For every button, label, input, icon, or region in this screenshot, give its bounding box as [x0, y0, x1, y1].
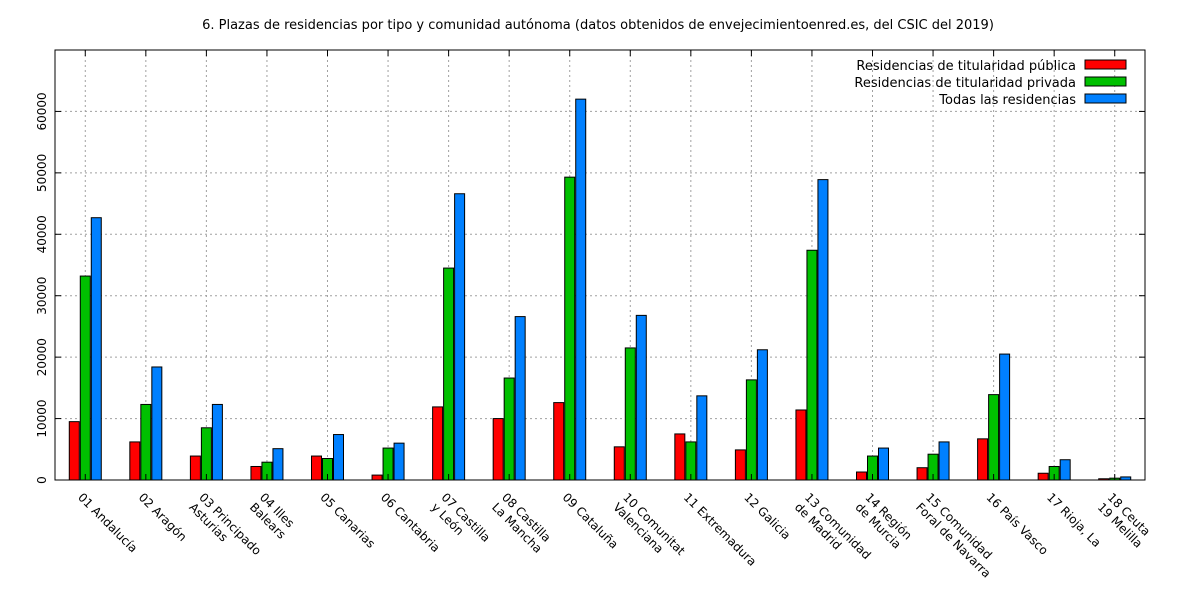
- x-tick-label: 04 IllesBalears: [247, 490, 299, 542]
- bar: [756, 349, 768, 481]
- x-tick-label: 02 Aragón: [136, 490, 190, 544]
- legend-label: Residencias de titularidad privada: [854, 76, 1076, 91]
- bar: [878, 447, 889, 481]
- bar: [734, 449, 746, 481]
- legend-swatch: [1084, 59, 1127, 70]
- bar: [856, 471, 867, 481]
- bar: [795, 409, 807, 481]
- bar: [916, 467, 928, 481]
- bar: [250, 465, 262, 481]
- bar: [806, 249, 818, 481]
- bar: [129, 441, 141, 481]
- x-tick-label-line: 01 Andalucía: [75, 490, 140, 555]
- y-tick-label: 10000: [35, 399, 49, 437]
- bar: [371, 474, 383, 481]
- x-tick-label: 09 Cataluña: [560, 490, 621, 551]
- x-tick-label-line: 09 Cataluña: [560, 490, 621, 551]
- x-tick-label-line: 17 Rioja, La: [1044, 490, 1104, 550]
- x-tick-label: 06 Cantabria: [378, 490, 443, 555]
- bar: [514, 316, 526, 481]
- bar: [189, 455, 201, 481]
- bar: [999, 353, 1011, 481]
- x-tick-label: 01 Andalucía: [75, 490, 140, 555]
- bar: [393, 442, 405, 481]
- plot-frame: [54, 49, 1146, 481]
- bar: [938, 441, 950, 481]
- bar: [613, 446, 625, 481]
- bar: [564, 176, 576, 481]
- bar: [503, 377, 515, 481]
- legend: Residencias de titularidad pública Reside…: [854, 59, 1127, 108]
- y-tick-label: 0: [35, 476, 49, 484]
- bar: [817, 179, 829, 481]
- bar: [311, 455, 322, 481]
- bar: [443, 267, 455, 481]
- x-tick-label: 12 Galicia: [741, 490, 793, 542]
- bar: [151, 366, 163, 481]
- legend-swatch: [1084, 93, 1127, 104]
- bar: [635, 314, 647, 481]
- x-tick-label: 05 Canarias: [317, 490, 378, 551]
- bar: [211, 403, 223, 481]
- y-tick-label: 30000: [35, 277, 49, 315]
- x-tick-label: 10 ComunitatValenciana: [610, 490, 688, 568]
- x-tick-label: 16 País Vasco: [983, 490, 1050, 557]
- x-tick-label-line: 12 Galicia: [741, 490, 793, 542]
- bar: [977, 438, 989, 481]
- bar: [200, 427, 212, 481]
- x-tick-label: 08 CastillaLa Mancha: [489, 490, 555, 556]
- x-tick-label-line: 05 Canarias: [317, 490, 378, 551]
- bar: [272, 448, 284, 481]
- bar: [90, 217, 102, 481]
- bar: [575, 98, 587, 481]
- x-tick-label: 17 Rioja, La: [1044, 490, 1104, 550]
- bar: [553, 402, 565, 481]
- bar: [988, 394, 1000, 481]
- bar: [68, 421, 80, 481]
- y-tick-label: 20000: [35, 338, 49, 376]
- x-tick-label: 18 Ceuta19 Melilla: [1095, 490, 1155, 550]
- y-tick-label: 50000: [35, 154, 49, 192]
- bars: [68, 98, 1132, 481]
- bar: [696, 395, 708, 481]
- bar: [333, 434, 344, 481]
- y-tick-label: 60000: [35, 92, 49, 130]
- bar: [79, 275, 91, 481]
- x-tick-label-line: 02 Aragón: [136, 490, 190, 544]
- bar: [674, 433, 686, 481]
- x-tick-label-line: 06 Cantabria: [378, 490, 443, 555]
- bar: [745, 379, 757, 481]
- bar: [432, 406, 444, 481]
- bar: [492, 418, 504, 481]
- bar: [454, 193, 466, 481]
- x-tick-label-line: 16 País Vasco: [983, 490, 1050, 557]
- bar: [140, 403, 152, 481]
- y-axis-ticks: 0 10000 20000 30000 40000 50000 60000: [35, 92, 1145, 484]
- chart-title: 6. Plazas de residencias por tipo y comu…: [202, 18, 994, 33]
- y-tick-label: 40000: [35, 215, 49, 253]
- bar: [1059, 459, 1071, 481]
- legend-label: Todas las residencias: [938, 93, 1076, 108]
- bar: [624, 347, 636, 481]
- x-tick-label: 03 PrincipadoAsturias: [186, 490, 264, 568]
- bar: [1037, 472, 1049, 481]
- legend-label: Residencias de titularidad pública: [856, 59, 1076, 74]
- legend-swatch: [1084, 76, 1127, 87]
